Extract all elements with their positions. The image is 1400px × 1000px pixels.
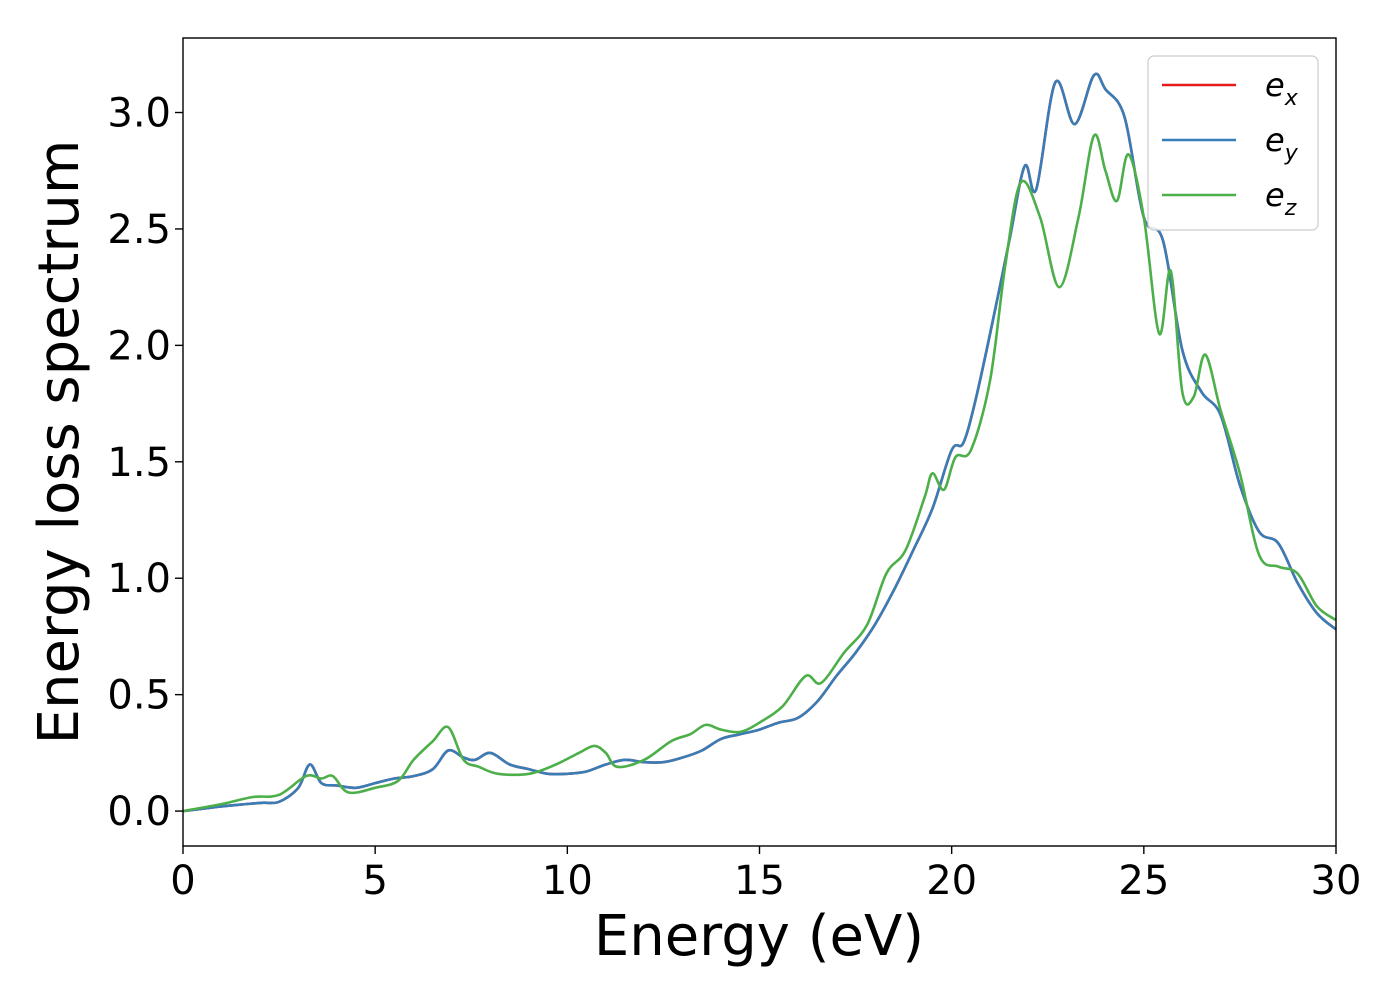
y-tick-label: 0.5 [107, 673, 171, 719]
y-tick-label: 1.5 [107, 440, 171, 486]
series-group [182, 72, 1337, 813]
y-axis-label: Energy loss spectrum [27, 140, 92, 745]
x-tick-label: 20 [926, 858, 977, 904]
y-tick-label: 0.0 [107, 789, 171, 835]
x-tick-label: 0 [170, 858, 195, 904]
x-tick-label: 15 [734, 858, 785, 904]
legend-label: ex [1265, 66, 1299, 111]
x-tick-label: 10 [542, 858, 593, 904]
legend-label-sub: z [1284, 196, 1297, 221]
legend-label-sub: y [1284, 141, 1299, 166]
x-axis-label: Energy (eV) [594, 904, 924, 969]
y-tick-label: 1.0 [107, 556, 171, 602]
legend-label-base: e [1265, 121, 1285, 159]
y-tick-label: 2.5 [107, 207, 171, 253]
x-tick-label: 25 [1118, 858, 1169, 904]
legend-box [1147, 55, 1319, 231]
legend-label-base: e [1265, 66, 1285, 104]
legend-label-sub: x [1284, 86, 1299, 111]
legend-label-base: e [1265, 176, 1285, 214]
series-line-e-z [182, 133, 1337, 813]
y-tick-label: 2.0 [107, 323, 171, 369]
legend-label: ez [1265, 176, 1297, 221]
plot-area-frame [182, 37, 1337, 847]
x-tick-label: 30 [1311, 858, 1362, 904]
tick-group: 0 5 10 15 20 25 30 0.0 0.5 1.0 1.5 2.0 2.5 3.0 [107, 91, 1361, 904]
legend-label: ey [1265, 121, 1299, 166]
x-tick-label: 5 [362, 858, 387, 904]
y-tick-label: 3.0 [107, 91, 171, 137]
